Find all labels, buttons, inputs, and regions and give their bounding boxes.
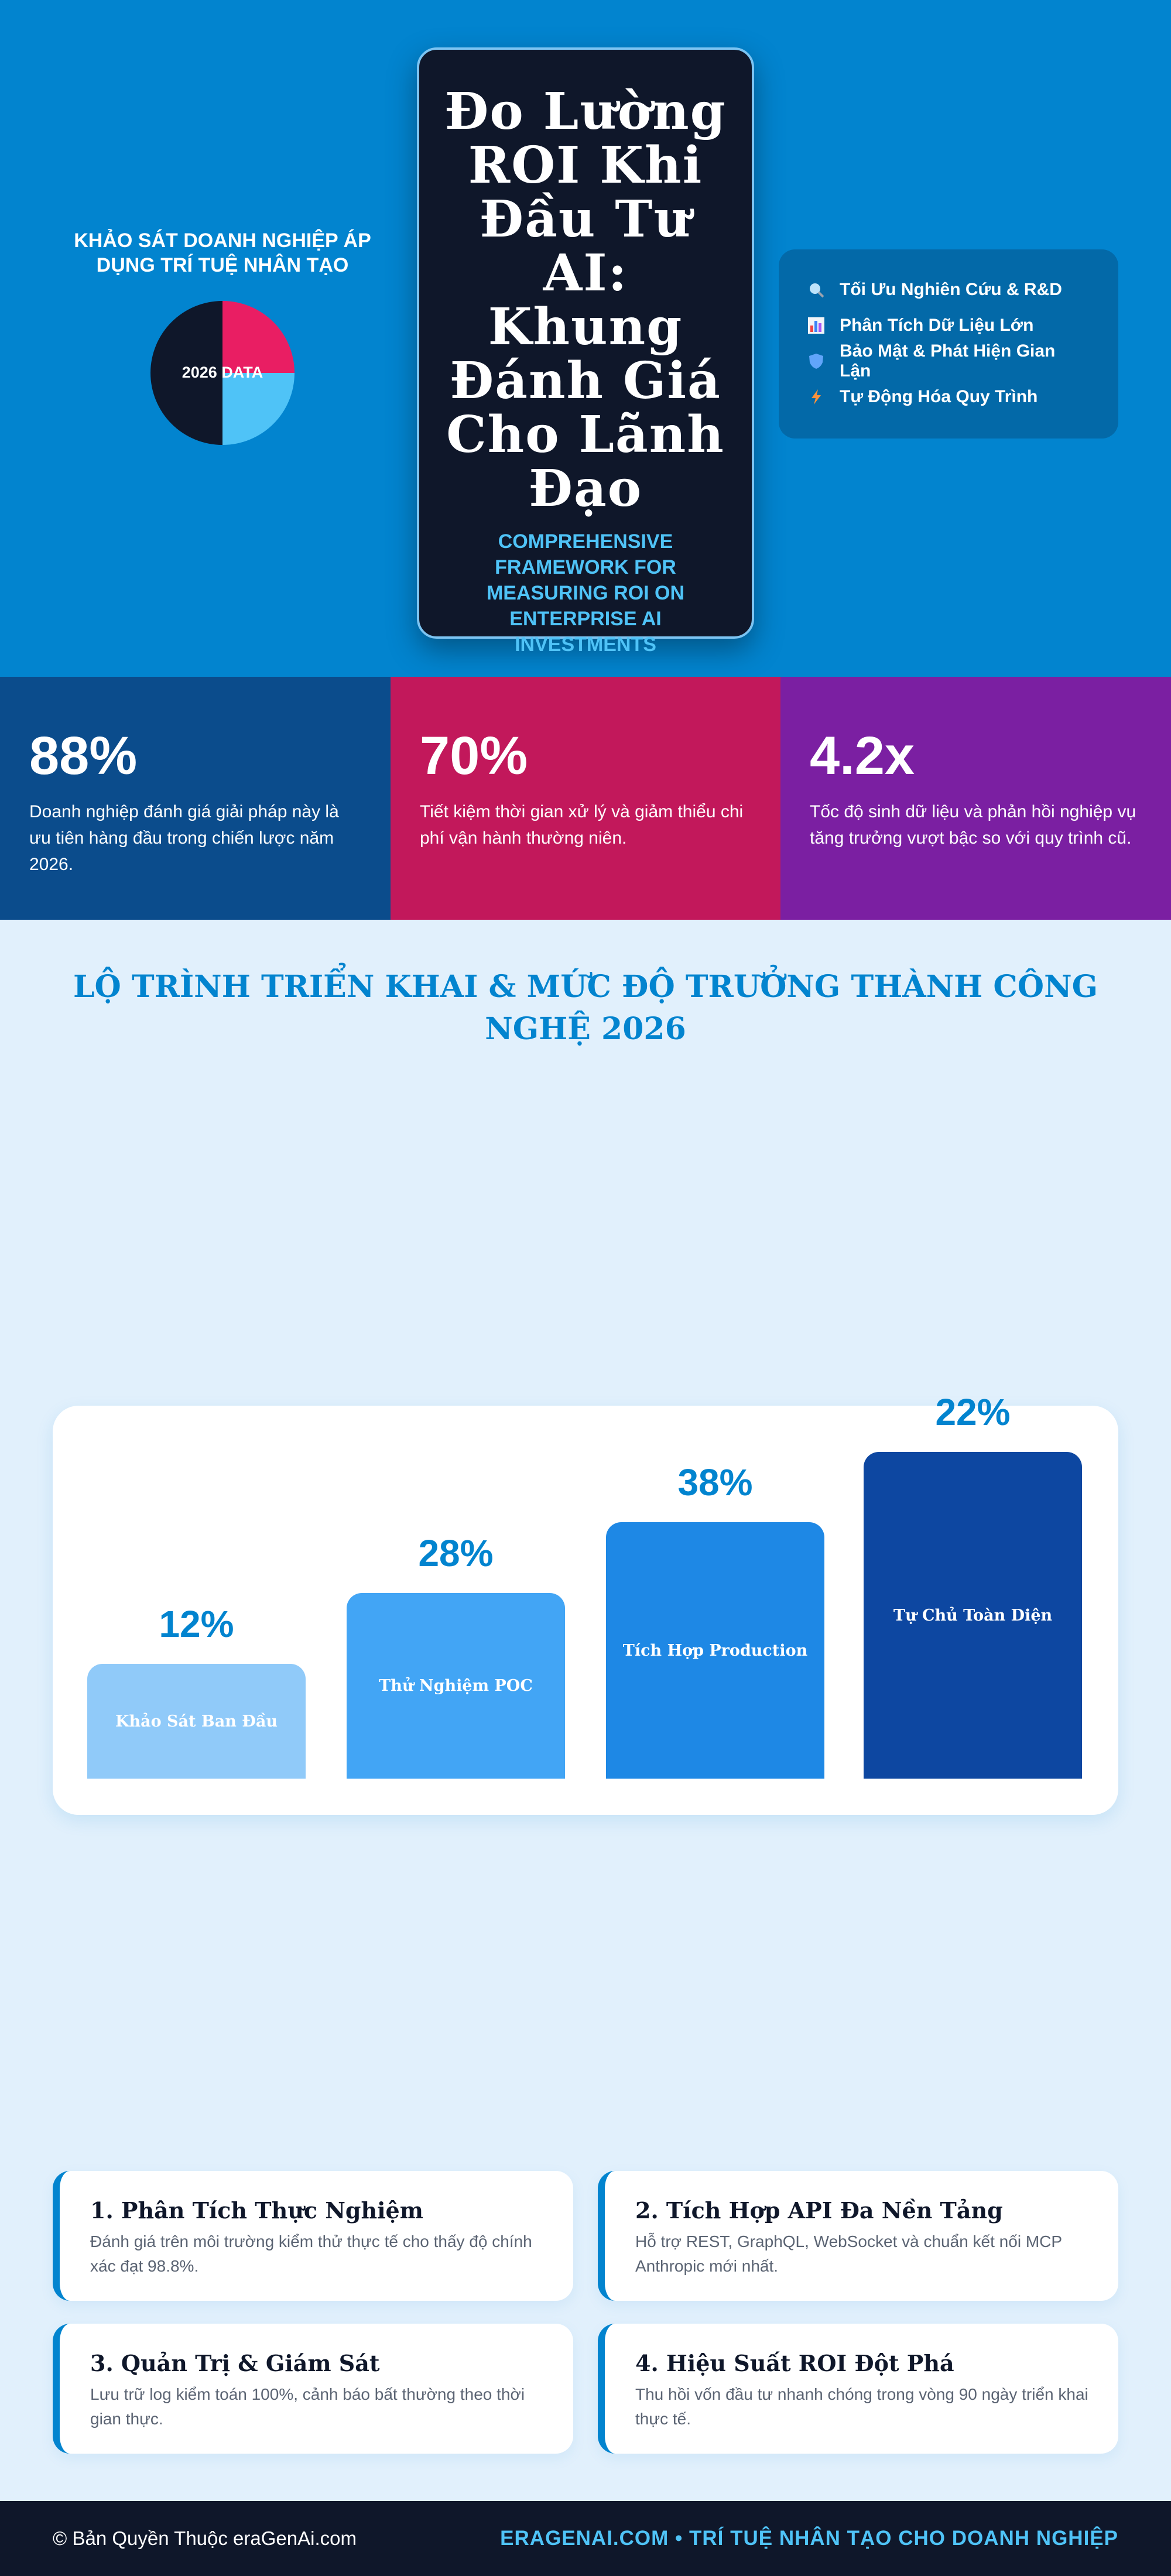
stage-percent: 28%	[418, 1532, 494, 1574]
pie-chart: 2026 DATA	[150, 301, 295, 445]
stage-label: Tích Hợp Production	[622, 1641, 808, 1660]
title: Đo Lường ROI Khi Đầu Tư AI: Khung Đánh G…	[444, 82, 727, 518]
feature: Tối Ưu Nghiên Cứu & R&D	[808, 272, 1089, 307]
feature: Bảo Mật & Phát Hiện Gian Lận	[808, 341, 1089, 381]
card-title: 1. Phân Tích Thực Nghiệm	[90, 2197, 423, 2224]
card-text: Đánh giá trên môi trường kiểm thử thực t…	[90, 2232, 532, 2275]
icon	[809, 353, 823, 369]
feature-list: Tối Ưu Nghiên Cứu & R&D Phân Tích Dữ Liệ…	[779, 249, 1118, 439]
roadmap-chart: 12% Khảo Sát Ban Đầu 28% Thử Nghiệm POC …	[53, 1392, 1118, 1815]
stat-value: 4.2x	[810, 726, 915, 786]
stage-percent: 22%	[935, 1391, 1011, 1433]
card-text: Thu hồi vốn đầu tư nhanh chóng trong vòn…	[635, 2385, 1088, 2428]
stat: 4.2x Tốc độ sinh dữ liệu và phản hồi nghi…	[780, 677, 1171, 920]
icon	[812, 389, 821, 405]
info-card: 1. Phân Tích Thực Nghiệm Đánh giá trên mô…	[53, 2171, 573, 2301]
card-title: 4. Hiệu Suất ROI Đột Phá	[635, 2350, 954, 2376]
stage-bar: Khảo Sát Ban Đầu	[87, 1664, 306, 1779]
stage-bar: Tự Chủ Toàn Diện	[864, 1452, 1082, 1779]
card-text: Lưu trữ log kiểm toán 100%, cảnh báo bất…	[90, 2385, 525, 2428]
info-card: 3. Quản Trị & Giám Sát Lưu trữ log kiểm t…	[53, 2324, 573, 2454]
roadmap-title: LỘ TRÌNH TRIỂN KHAI & MỨC ĐỘ TRƯỞNG THÀN…	[73, 969, 1098, 1047]
footer: © Bản Quyền Thuộc eraGenAi.com ERAGENAI.…	[0, 2501, 1171, 2576]
stat-text: Doanh nghiệp đánh giá giải pháp này là ư…	[29, 802, 339, 874]
survey-title: KHẢO SÁT DOANH NGHIỆP ÁP DỤNG TRÍ TUỆ NH…	[74, 229, 371, 276]
pie-slice	[222, 373, 295, 445]
stat-value: 88%	[29, 726, 138, 786]
stat: 70% Tiết kiệm thời gian xử lý và giảm thi…	[391, 677, 781, 920]
stage-percent: 38%	[677, 1461, 753, 1503]
feature-text: Bảo Mật & Phát Hiện Gian Lận	[840, 341, 1056, 381]
subtitle: COMPREHENSIVE FRAMEWORK FOR MEASURING RO…	[486, 530, 685, 656]
feature: Tự Động Hóa Quy Trình	[808, 379, 1089, 415]
tagline: ERAGENAI.COM • TRÍ TUỆ NHÂN TẠO CHO DOAN…	[500, 2527, 1118, 2550]
stage-label: Thử Nghiệm POC	[379, 1677, 533, 1695]
stage-bar: Tích Hợp Production	[606, 1522, 824, 1779]
stat-text: Tiết kiệm thời gian xử lý và giảm thiểu …	[420, 802, 744, 848]
feature: Phân Tích Dữ Liệu Lớn	[808, 307, 1089, 343]
stage-label: Tự Chủ Toàn Diện	[893, 1606, 1053, 1625]
feature-text: Phân Tích Dữ Liệu Lớn	[840, 315, 1034, 335]
info-card: 4. Hiệu Suất ROI Đột Phá Thu hồi vốn đầu …	[598, 2324, 1118, 2454]
stat-text: Tốc độ sinh dữ liệu và phản hồi nghiệp v…	[810, 802, 1136, 848]
title-card: Đo Lường ROI Khi Đầu Tư AI: Khung Đánh G…	[417, 47, 754, 656]
info-card: 2. Tích Hợp API Đa Nền Tảng Hỗ trợ REST, …	[598, 2171, 1118, 2301]
pie-slice	[222, 301, 295, 373]
feature-text: Tự Động Hóa Quy Trình	[840, 386, 1038, 406]
card-title: 2. Tích Hợp API Đa Nền Tảng	[635, 2197, 1003, 2224]
copyright: © Bản Quyền Thuộc eraGenAi.com	[53, 2527, 357, 2549]
pie-label: 2026 DATA	[182, 364, 263, 381]
card-text: Hỗ trợ REST, GraphQL, WebSocket và chuẩn…	[635, 2232, 1062, 2275]
stat-value: 70%	[420, 726, 528, 786]
stage-bar: Thử Nghiệm POC	[347, 1593, 565, 1779]
stage-label: Khảo Sát Ban Đầu	[115, 1712, 278, 1731]
feature-text: Tối Ưu Nghiên Cứu & R&D	[840, 279, 1062, 299]
card-title: 3. Quản Trị & Giám Sát	[90, 2350, 380, 2376]
pie-slice	[150, 301, 222, 445]
stat: 88% Doanh nghiệp đánh giá giải pháp này l…	[0, 677, 391, 920]
stage-percent: 12%	[159, 1603, 234, 1645]
icon	[808, 317, 824, 334]
icon	[810, 283, 824, 297]
